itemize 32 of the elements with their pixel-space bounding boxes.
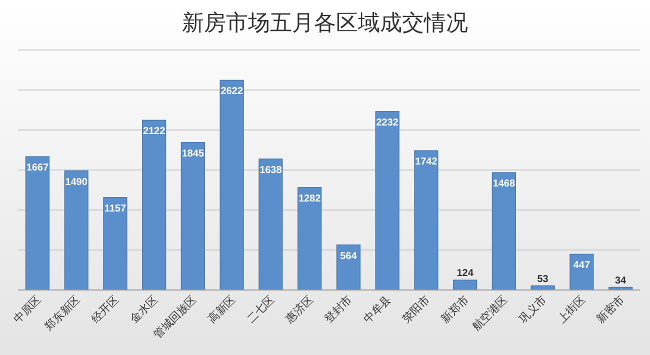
data-label: 1490	[65, 176, 88, 188]
data-label: 124	[456, 268, 474, 280]
data-label: 1468	[492, 178, 516, 190]
x-tick-label: 经开区	[89, 294, 122, 326]
x-tick-label: 金水区	[128, 292, 160, 326]
data-label: 34	[615, 275, 627, 286]
x-tick-label: 航空港区	[470, 292, 510, 334]
data-label: 1667	[26, 162, 49, 174]
x-tick-label: 上街区	[555, 292, 588, 326]
x-tick-label: 中原区	[11, 292, 44, 326]
data-label: 2232	[376, 117, 399, 128]
chart-title: 新房市场五月各区域成交情况	[182, 10, 468, 35]
x-tick-label: 二七区	[244, 292, 277, 326]
data-label: 1638	[260, 164, 282, 176]
x-tick-label: 新密市	[594, 292, 627, 326]
data-label: 1282	[298, 193, 322, 204]
x-tick-label: 登封市	[322, 292, 355, 326]
data-label: 2622	[220, 86, 244, 98]
x-tick-label: 荥阳市	[400, 292, 432, 326]
x-tick-label: 郑东新区	[42, 292, 82, 334]
x-tick-label: 中牟县	[360, 292, 394, 326]
x-tick-label: 惠济区	[282, 292, 316, 326]
x-tick-label: 高新区	[205, 292, 238, 326]
data-label: 2122	[142, 126, 166, 138]
data-label: 53	[537, 274, 549, 285]
x-tick-label: 巩义市	[516, 292, 549, 326]
data-label: 1157	[104, 203, 126, 214]
data-label: 1845	[182, 148, 204, 160]
x-tick-label: 新郑市	[438, 292, 472, 326]
data-label: 447	[573, 260, 590, 272]
data-label: 564	[340, 250, 358, 262]
data-label: 1742	[415, 156, 438, 168]
